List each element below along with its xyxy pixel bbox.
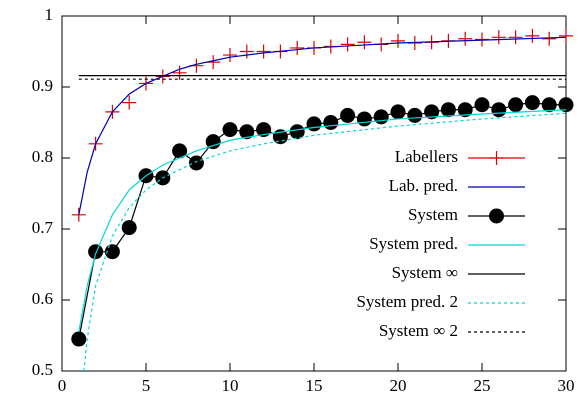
x-tick-label: 15	[306, 376, 323, 395]
x-tick-label: 30	[558, 376, 575, 395]
data-point	[223, 48, 237, 63]
data-point	[172, 65, 187, 80]
data-point	[205, 134, 221, 150]
legend-label: System pred.	[369, 234, 458, 253]
legend-label: Lab. pred.	[389, 176, 458, 195]
data-point	[222, 122, 238, 138]
legend-label: System	[408, 205, 458, 224]
x-tick-label: 10	[222, 376, 239, 395]
x-tick-label: 25	[474, 376, 491, 395]
data-point	[323, 115, 339, 130]
data-point	[172, 143, 188, 159]
y-tick-label: 1	[45, 5, 54, 24]
data-point	[239, 124, 255, 140]
data-point	[122, 95, 137, 110]
data-point	[390, 104, 406, 120]
y-tick-label: 0.9	[32, 76, 53, 95]
data-point	[256, 122, 272, 138]
data-point	[474, 97, 490, 113]
data-point	[524, 95, 540, 111]
legend-label: Labellers	[395, 147, 458, 166]
data-point	[525, 28, 540, 43]
data-point	[558, 97, 574, 113]
x-tick-label: 20	[390, 376, 407, 395]
data-point	[541, 97, 557, 113]
series-line	[78, 109, 567, 333]
data-point	[306, 116, 322, 132]
data-point	[373, 109, 389, 125]
plot-frame	[61, 15, 567, 372]
data-point	[88, 244, 104, 260]
data-point	[542, 31, 557, 46]
legend-label: System ∞ 2	[379, 321, 458, 340]
legend-marker	[489, 208, 504, 224]
data-point	[256, 44, 271, 59]
y-tick-label: 0.5	[32, 360, 53, 379]
data-point	[458, 31, 473, 46]
data-point	[71, 331, 87, 347]
data-point	[491, 30, 506, 45]
data-point	[440, 102, 456, 118]
data-point	[559, 28, 573, 43]
legend-label: System pred. 2	[356, 292, 458, 311]
x-tick-label: 5	[142, 376, 151, 395]
y-tick-label: 0.7	[32, 218, 54, 237]
data-point	[391, 33, 405, 48]
y-tick-label: 0.6	[32, 289, 53, 308]
data-point	[508, 30, 523, 45]
legend-marker	[489, 151, 504, 165]
series-line	[78, 36, 567, 215]
data-point	[188, 155, 204, 171]
data-point	[356, 111, 372, 127]
series-line	[83, 112, 567, 372]
x-tick-label: 0	[58, 376, 67, 395]
data-point	[457, 102, 473, 118]
data-point	[289, 124, 305, 140]
data-point	[407, 107, 423, 123]
data-point	[290, 40, 305, 55]
data-point	[508, 97, 524, 113]
data-point	[491, 102, 507, 118]
data-point	[424, 104, 440, 120]
data-point	[121, 220, 137, 236]
y-tick-label: 0.8	[32, 147, 53, 166]
data-point	[340, 37, 355, 52]
data-point	[239, 44, 254, 59]
legend-label: System ∞	[392, 263, 458, 282]
data-point	[340, 107, 356, 123]
data-point	[357, 35, 372, 50]
